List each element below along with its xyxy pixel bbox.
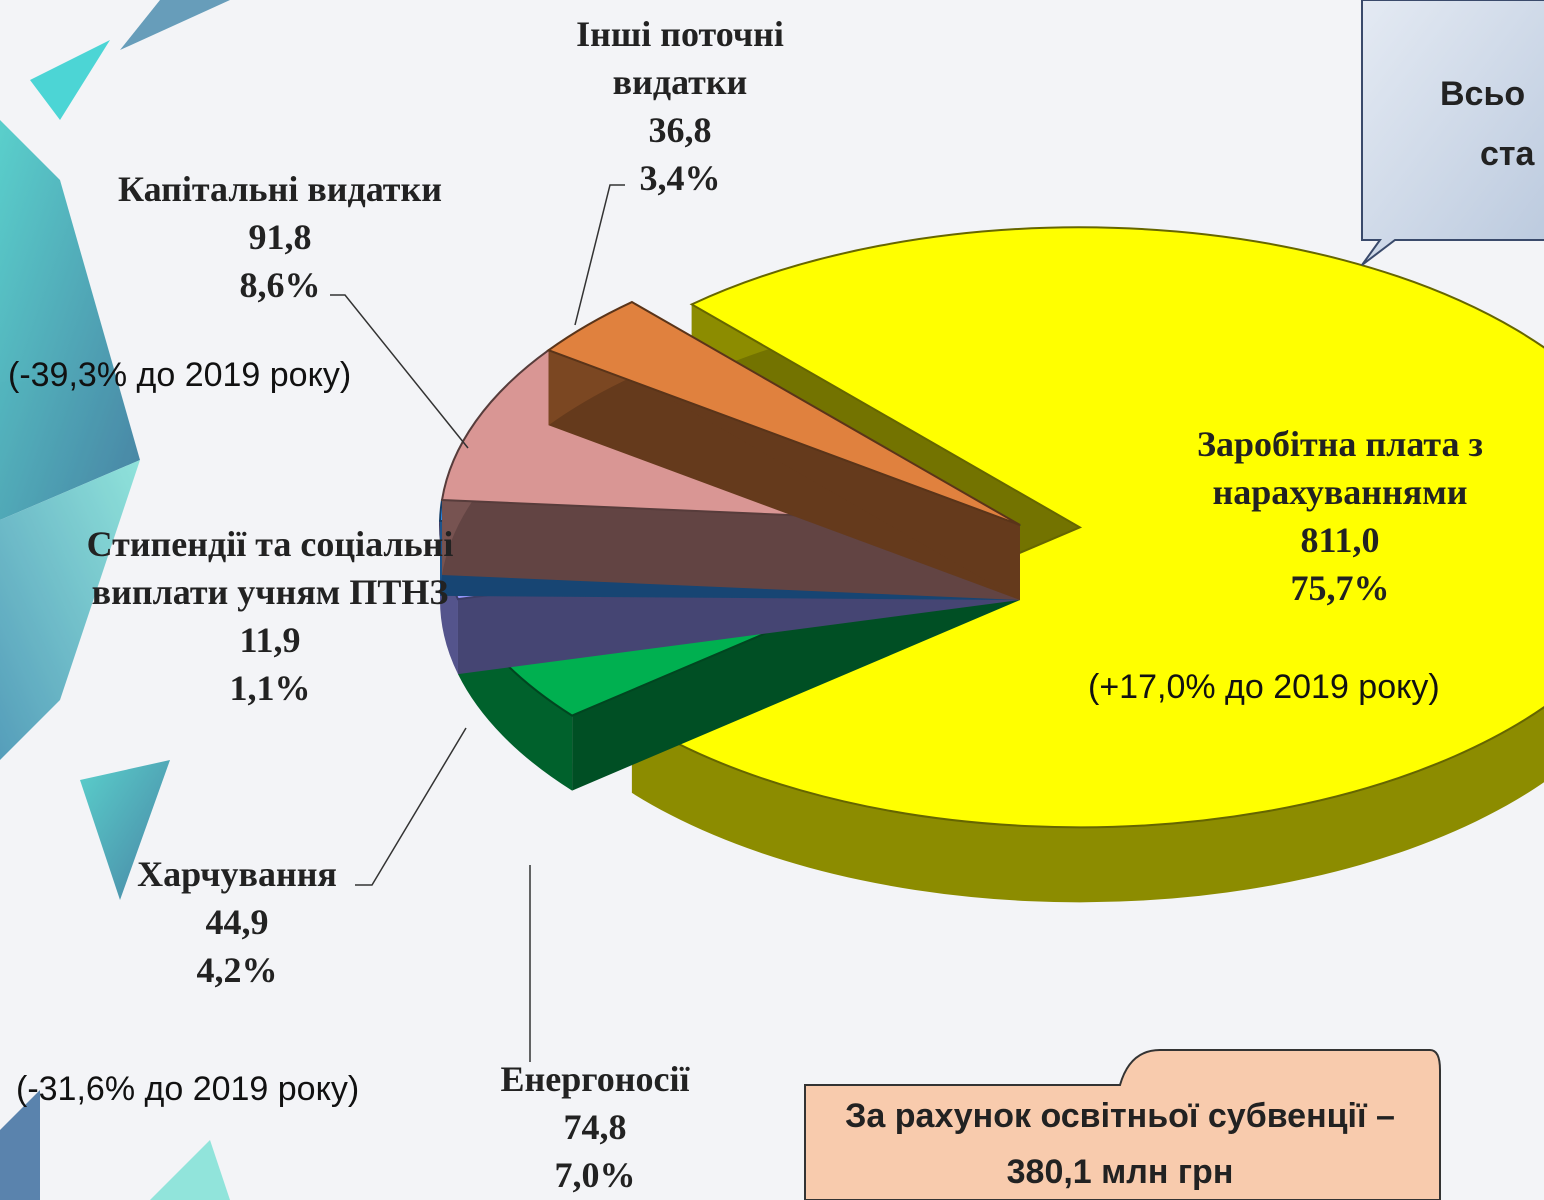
value-label: 44,9 bbox=[87, 898, 387, 946]
percent-label: 8,6% bbox=[70, 261, 490, 309]
value-label: 811,0 bbox=[1130, 516, 1544, 564]
annotation: (+17,0% до 2019 року) bbox=[1088, 668, 1440, 707]
slice-label: Стипендії та соціальні виплати учням ПТН… bbox=[85, 520, 455, 712]
value-label: 74,8 bbox=[445, 1103, 745, 1151]
percent-label: 7,0% bbox=[445, 1151, 745, 1199]
annotation: (-31,6% до 2019 року) bbox=[16, 1070, 359, 1109]
value-label: 91,8 bbox=[70, 213, 490, 261]
percent-label: 4,2% bbox=[87, 946, 387, 994]
callout-text: ста bbox=[1480, 135, 1544, 174]
category-label: Харчування bbox=[87, 850, 387, 898]
callout-text: За рахунок освітньої субвенції – 380,1 м… bbox=[815, 1088, 1425, 1200]
percent-label: 3,4% bbox=[535, 154, 825, 202]
value-label: 36,8 bbox=[535, 106, 825, 154]
category-label: Заробітна плата з нарахуваннями bbox=[1130, 420, 1544, 516]
page: {"chart_data": { "type": "pie", "categor… bbox=[0, 0, 1544, 1200]
annotation: (-39,3% до 2019 року) bbox=[8, 356, 351, 395]
value-label: 11,9 bbox=[85, 616, 455, 664]
category-label: Стипендії та соціальні виплати учням ПТН… bbox=[85, 520, 455, 616]
percent-label: 1,1% bbox=[85, 664, 455, 712]
callout-text: Всьо bbox=[1440, 75, 1544, 114]
leader-line bbox=[575, 185, 625, 325]
callout-box bbox=[1362, 0, 1544, 265]
percent-label: 75,7% bbox=[1130, 564, 1544, 612]
category-label: Енергоносії bbox=[445, 1055, 745, 1103]
category-label: Капітальні видатки bbox=[70, 165, 490, 213]
category-label: Інші поточні видатки bbox=[535, 10, 825, 106]
